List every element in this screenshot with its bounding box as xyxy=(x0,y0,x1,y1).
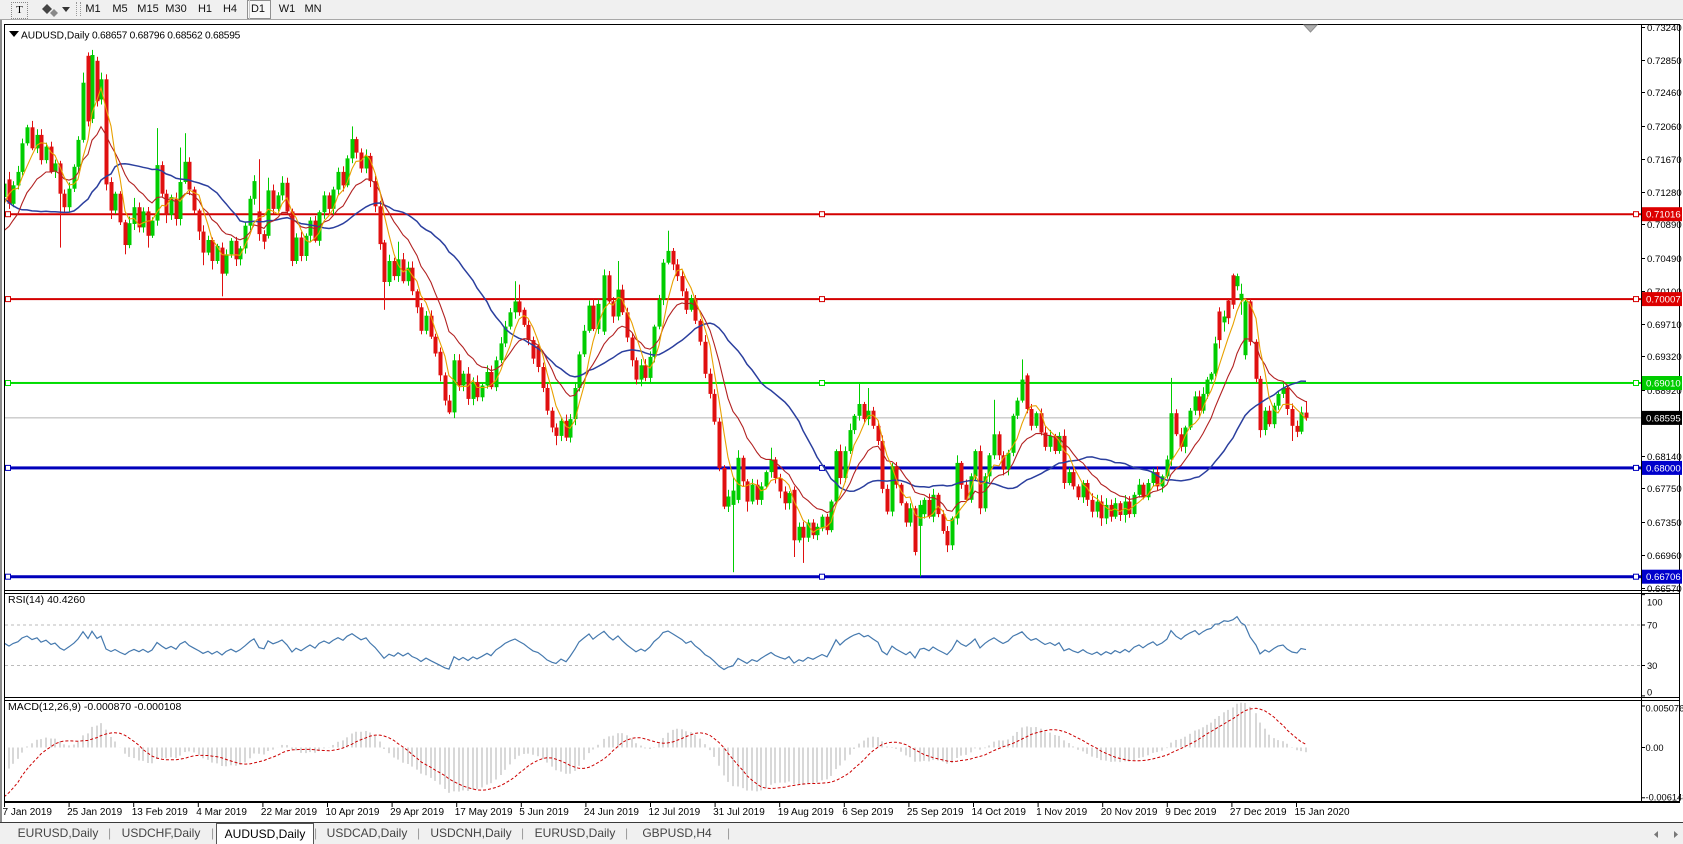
svg-text:19 Aug 2019: 19 Aug 2019 xyxy=(778,807,835,818)
svg-text:9 Dec 2019: 9 Dec 2019 xyxy=(1165,807,1217,818)
svg-text:0.70490: 0.70490 xyxy=(1647,254,1682,265)
svg-text:7 Jan 2019: 7 Jan 2019 xyxy=(3,807,53,818)
svg-text:MACD(12,26,9) -0.000870 -0.000: MACD(12,26,9) -0.000870 -0.000108 xyxy=(8,701,182,713)
svg-text:0.69320: 0.69320 xyxy=(1647,352,1682,363)
svg-text:0.70007: 0.70007 xyxy=(1646,295,1681,306)
svg-text:12 Jul 2019: 12 Jul 2019 xyxy=(649,807,701,818)
svg-text:13 Feb 2019: 13 Feb 2019 xyxy=(132,807,189,818)
svg-text:0.69010: 0.69010 xyxy=(1646,379,1681,390)
svg-text:0.00: 0.00 xyxy=(1646,743,1664,753)
svg-text:70: 70 xyxy=(1647,621,1657,631)
svg-text:0.66706: 0.66706 xyxy=(1646,572,1681,583)
svg-text:4 Mar 2019: 4 Mar 2019 xyxy=(196,807,247,818)
svg-text:0.67350: 0.67350 xyxy=(1647,518,1682,529)
svg-text:22 Mar 2019: 22 Mar 2019 xyxy=(261,807,318,818)
svg-text:AUDUSD,Daily: AUDUSD,Daily xyxy=(21,31,90,42)
svg-text:0.71670: 0.71670 xyxy=(1647,155,1682,166)
svg-text:27 Dec 2019: 27 Dec 2019 xyxy=(1230,807,1287,818)
svg-text:0.68595: 0.68595 xyxy=(1646,413,1681,424)
svg-text:0.68000: 0.68000 xyxy=(1646,463,1681,474)
svg-text:0.67750: 0.67750 xyxy=(1647,484,1682,495)
svg-text:25 Jan 2019: 25 Jan 2019 xyxy=(67,807,122,818)
svg-text:29 Apr 2019: 29 Apr 2019 xyxy=(390,807,444,818)
svg-text:0.69710: 0.69710 xyxy=(1647,320,1682,331)
svg-text:10 Apr 2019: 10 Apr 2019 xyxy=(326,807,380,818)
svg-text:24 Jun 2019: 24 Jun 2019 xyxy=(584,807,639,818)
svg-text:0.72460: 0.72460 xyxy=(1647,88,1682,99)
svg-text:25 Sep 2019: 25 Sep 2019 xyxy=(907,807,964,818)
svg-text:0.73240: 0.73240 xyxy=(1647,23,1682,34)
svg-text:0.72060: 0.72060 xyxy=(1647,122,1682,133)
svg-text:1 Nov 2019: 1 Nov 2019 xyxy=(1036,807,1088,818)
svg-text:0.71280: 0.71280 xyxy=(1647,188,1682,199)
svg-text:0.68657 0.68796 0.68562 0.6859: 0.68657 0.68796 0.68562 0.68595 xyxy=(92,31,241,42)
svg-text:-0.006148: -0.006148 xyxy=(1646,793,1683,803)
svg-text:RSI(14) 40.4260: RSI(14) 40.4260 xyxy=(8,594,85,606)
svg-text:20 Nov 2019: 20 Nov 2019 xyxy=(1101,807,1158,818)
svg-text:0.72850: 0.72850 xyxy=(1647,56,1682,67)
svg-text:5 Jun 2019: 5 Jun 2019 xyxy=(519,807,569,818)
svg-text:0.66960: 0.66960 xyxy=(1647,551,1682,562)
svg-text:30: 30 xyxy=(1647,661,1657,671)
svg-text:14 Oct 2019: 14 Oct 2019 xyxy=(972,807,1027,818)
svg-text:0.66570: 0.66570 xyxy=(1647,584,1682,595)
svg-text:0.71016: 0.71016 xyxy=(1646,210,1681,221)
svg-text:100: 100 xyxy=(1647,598,1663,608)
svg-text:0.005076: 0.005076 xyxy=(1646,704,1683,714)
svg-text:0.70890: 0.70890 xyxy=(1647,220,1682,231)
svg-text:6 Sep 2019: 6 Sep 2019 xyxy=(842,807,894,818)
svg-text:17 May 2019: 17 May 2019 xyxy=(455,807,513,818)
svg-text:15 Jan 2020: 15 Jan 2020 xyxy=(1295,807,1350,818)
svg-text:0: 0 xyxy=(1647,688,1652,698)
svg-text:31 Jul 2019: 31 Jul 2019 xyxy=(713,807,765,818)
